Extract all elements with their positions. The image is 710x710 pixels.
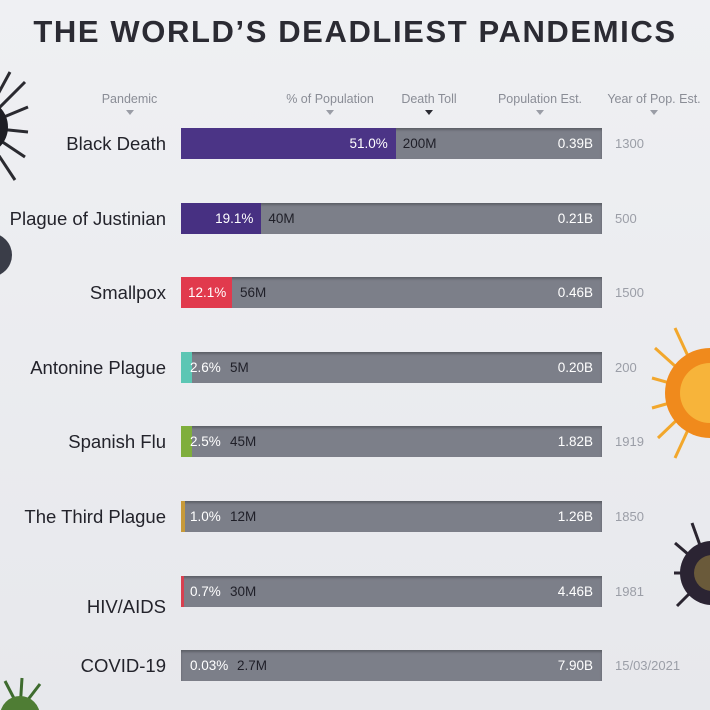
year-label: 1300 [615,136,644,151]
header-pandemic[interactable]: Pandemic [92,92,167,115]
death-toll-label: 200M [402,136,437,151]
category-label: Plague of Justinian [9,208,166,229]
sort-arrow-icon [650,110,658,115]
virus-dark-left-icon [0,235,12,275]
death-toll-label: 12M [230,509,257,524]
header-year[interactable]: Year of Pop. Est. [599,92,709,115]
category-label: Black Death [66,133,166,154]
bar-track: 2.6% 5M 0.20B [181,352,602,383]
header-pct[interactable]: % of Population [276,92,384,115]
year-label: 1919 [615,434,644,449]
pct-label: 12.1% [188,285,227,300]
sort-arrow-icon [125,110,134,115]
bar-fill [181,277,232,308]
bar-fill [181,128,396,159]
population-est-label: 0.39B [557,136,593,151]
bar-track: 19.1% 40M 0.21B [181,203,602,234]
header-toll-label: Death Toll [401,92,457,106]
virus-purple-right-icon [674,522,710,608]
category-label: COVID-19 [80,655,166,676]
population-est-label: 4.46B [557,584,593,599]
population-est-label: 0.21B [557,211,593,226]
year-label: 1500 [615,285,644,300]
pct-label: 2.6% [190,360,221,375]
population-est-label: 1.26B [557,509,593,524]
death-toll-label: 2.7M [237,658,268,673]
population-est-label: 0.20B [557,360,593,375]
header-toll[interactable]: Death Toll [392,92,466,115]
category-label: HIV/AIDS [86,596,166,617]
death-toll-label: 5M [230,360,249,375]
death-toll-label: 40M [268,211,295,226]
bar-track: 1.0% 12M 1.26B [181,501,602,532]
year-label: 1850 [615,509,644,524]
category-label: Antonine Plague [30,357,166,378]
bar-fill [181,426,192,457]
population-est-label: 0.46B [557,285,593,300]
bar-track: 51.0% 200M 0.39B [181,128,602,159]
page-title: THE WORLD’S DEADLIEST PANDEMICS [33,14,677,49]
year-label: 200 [615,360,637,375]
bar-fill [181,352,192,383]
category-label: Smallpox [89,282,166,303]
virus-green-bottom-left-icon [0,677,42,710]
population-est-label: 7.90B [557,658,593,673]
bar-track: 0.7% 30M 4.46B [181,576,602,607]
pct-label: 0.03% [190,658,229,673]
death-toll-label: 45M [230,434,257,449]
pct-label: 19.1% [215,211,254,226]
header-pop-label: Population Est. [497,92,583,106]
header-pandemic-label: Pandemic [101,92,158,106]
death-toll-label: 56M [239,285,267,300]
sort-arrow-icon [536,110,544,115]
sort-arrow-icon [326,110,334,115]
death-toll-label: 30M [230,584,257,599]
bar-fill [181,501,186,532]
category-label: Spanish Flu [68,431,166,452]
header-pct-label: % of Population [286,92,374,106]
pct-label: 0.7% [190,584,221,599]
bar-track: 12.1% 56M 0.46B [181,277,602,308]
header-year-label: Year of Pop. Est. [607,92,701,106]
year-label: 1981 [615,584,644,599]
pct-label: 51.0% [349,136,388,151]
header-pop[interactable]: Population Est. [488,92,592,115]
bar-track: 2.5% 45M 1.82B [181,426,602,457]
category-label: The Third Plague [24,506,166,527]
bar-track: 0.03% 2.7M 7.90B [181,650,602,681]
population-est-label: 1.82B [557,434,593,449]
virus-orange-right-icon [651,327,710,459]
year-label: 15/03/2021 [615,658,681,673]
sort-arrow-active-icon [425,110,433,115]
bar-fill [181,576,184,607]
virus-dark-top-left-icon [0,71,29,181]
bar-fill [181,203,262,234]
pct-label: 2.5% [190,434,221,449]
year-label: 500 [615,211,637,226]
pct-label: 1.0% [190,509,221,524]
